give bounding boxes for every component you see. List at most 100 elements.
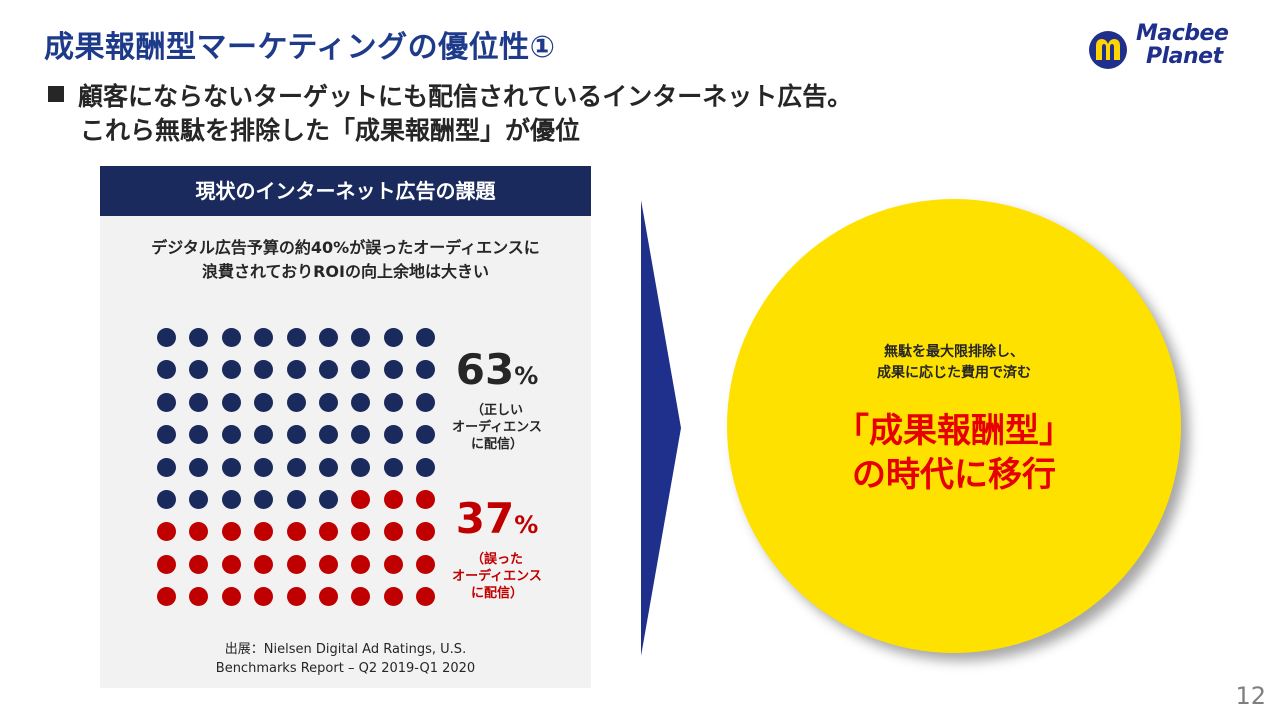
dot-correct-audience bbox=[351, 328, 371, 347]
panel-description-line-2: 浪費されておりROIの向上余地は大きい bbox=[202, 262, 489, 281]
dot-correct-audience bbox=[189, 360, 209, 380]
circle-subtext-line-1: 無駄を最大限排除し、 bbox=[884, 344, 1024, 360]
dot-wrong-audience bbox=[157, 587, 176, 607]
company-logo: Macbee Planet bbox=[1088, 22, 1258, 74]
stat-wrong-value-row: 37% bbox=[434, 497, 560, 547]
dot-wrong-audience bbox=[286, 587, 306, 607]
dot-correct-audience bbox=[286, 392, 306, 412]
dot-wrong-audience bbox=[351, 587, 371, 607]
circle-headline-line-2: の時代に移行 bbox=[852, 455, 1056, 495]
dot-wrong-audience bbox=[254, 554, 274, 574]
stat-correct-label-3: に配信） bbox=[470, 437, 523, 452]
dot-wrong-audience bbox=[254, 587, 274, 607]
dot-correct-audience bbox=[254, 425, 274, 445]
dot-correct-audience bbox=[286, 490, 306, 509]
dot-correct-audience bbox=[157, 328, 176, 347]
dot-correct-audience bbox=[157, 490, 176, 509]
dot-wrong-audience bbox=[416, 490, 436, 509]
dot-correct-audience bbox=[286, 360, 306, 380]
logo-line-1: Macbee bbox=[1136, 21, 1229, 46]
dot-correct-audience bbox=[189, 490, 209, 509]
dot-correct-audience bbox=[221, 457, 241, 477]
dot-correct-audience bbox=[383, 328, 403, 347]
stat-wrong-value: 37 bbox=[455, 494, 515, 543]
square-bullet-icon bbox=[48, 86, 64, 102]
dot-correct-audience bbox=[189, 457, 209, 477]
dot-correct-audience bbox=[351, 392, 371, 412]
dot-correct-audience bbox=[383, 360, 403, 380]
dot-correct-audience bbox=[319, 425, 338, 445]
dot-correct-audience bbox=[416, 360, 436, 380]
dot-correct-audience bbox=[221, 425, 241, 445]
dot-correct-audience bbox=[157, 457, 176, 477]
source-line-2: Benchmarks Report – Q2 2019-Q1 2020 bbox=[215, 661, 476, 676]
logo-wordmark: Macbee Planet bbox=[1136, 21, 1229, 69]
dot-correct-audience bbox=[286, 425, 306, 445]
dot-correct-audience bbox=[319, 360, 338, 380]
dot-correct-audience bbox=[416, 457, 436, 477]
stat-correct-unit: % bbox=[514, 362, 539, 390]
dot-wrong-audience bbox=[383, 522, 403, 542]
dot-correct-audience bbox=[351, 360, 371, 380]
dot-correct-audience bbox=[319, 457, 338, 477]
panel-description-line-1: デジタル広告予算の約40%が誤ったオーディエンスに bbox=[151, 238, 540, 257]
dot-wrong-audience bbox=[319, 522, 338, 542]
dot-wrong-audience bbox=[383, 554, 403, 574]
current-issues-panel: 現状のインターネット広告の課題 デジタル広告予算の約40%が誤ったオーディエンス… bbox=[100, 166, 591, 688]
logo-line-2: Planet bbox=[1146, 44, 1223, 69]
dot-wrong-audience bbox=[221, 587, 241, 607]
dot-wrong-audience bbox=[416, 522, 436, 542]
stat-wrong-audience: 37% （誤った オーディエンス に配信） bbox=[434, 497, 560, 602]
dot-correct-audience bbox=[189, 392, 209, 412]
circle-headline: 「成果報酬型」 の時代に移行 bbox=[727, 409, 1181, 497]
key-message-line-1: 顧客にならないターゲットにも配信されているインターネット広告。 bbox=[48, 80, 852, 114]
stat-correct-label: （正しい オーディエンス に配信） bbox=[434, 402, 560, 453]
key-message-line-2: これら無駄を排除した「成果報酬型」が優位 bbox=[80, 116, 581, 145]
dot-correct-audience bbox=[286, 457, 306, 477]
panel-header: 現状のインターネット広告の課題 bbox=[100, 166, 591, 216]
dot-wrong-audience bbox=[286, 554, 306, 574]
dot-correct-audience bbox=[319, 328, 338, 347]
dot-correct-audience bbox=[319, 490, 338, 509]
stat-wrong-label-1: （誤った bbox=[470, 552, 523, 567]
dot-correct-audience bbox=[286, 328, 306, 347]
page-number: 12 bbox=[1235, 682, 1266, 710]
dot-wrong-audience bbox=[319, 554, 338, 574]
dot-wrong-audience bbox=[351, 554, 371, 574]
dot-correct-audience bbox=[416, 425, 436, 445]
dot-wrong-audience bbox=[221, 522, 241, 542]
dot-correct-audience bbox=[157, 360, 176, 380]
dot-wrong-audience bbox=[286, 522, 306, 542]
source-citation: 出展：Nielsen Digital Ad Ratings, U.S. Benc… bbox=[100, 640, 591, 678]
dot-correct-audience bbox=[254, 392, 274, 412]
dot-correct-audience bbox=[254, 328, 274, 347]
dot-wrong-audience bbox=[221, 554, 241, 574]
dot-wrong-audience bbox=[383, 490, 403, 509]
circle-headline-line-1: 「成果報酬型」 bbox=[835, 411, 1073, 451]
dot-wrong-audience bbox=[351, 522, 371, 542]
dot-wrong-audience bbox=[416, 587, 436, 607]
dot-correct-audience bbox=[221, 328, 241, 347]
dot-wrong-audience bbox=[189, 554, 209, 574]
audience-dot-grid bbox=[157, 328, 437, 608]
dot-wrong-audience bbox=[189, 522, 209, 542]
dot-correct-audience bbox=[319, 392, 338, 412]
stat-correct-audience: 63% （正しい オーディエンス に配信） bbox=[434, 348, 560, 453]
stat-wrong-label-3: に配信） bbox=[470, 586, 523, 601]
dot-correct-audience bbox=[254, 490, 274, 509]
dot-wrong-audience bbox=[254, 522, 274, 542]
source-line-1: 出展：Nielsen Digital Ad Ratings, U.S. bbox=[224, 642, 467, 657]
stat-correct-label-2: オーディエンス bbox=[452, 420, 542, 435]
dot-correct-audience bbox=[383, 425, 403, 445]
dot-wrong-audience bbox=[416, 554, 436, 574]
dot-correct-audience bbox=[254, 360, 274, 380]
dot-correct-audience bbox=[383, 392, 403, 412]
right-chevron-arrow-icon bbox=[641, 200, 681, 656]
dot-correct-audience bbox=[351, 457, 371, 477]
dot-correct-audience bbox=[189, 328, 209, 347]
panel-description: デジタル広告予算の約40%が誤ったオーディエンスに 浪費されておりROIの向上余… bbox=[100, 236, 591, 284]
dot-correct-audience bbox=[157, 392, 176, 412]
dot-wrong-audience bbox=[157, 554, 176, 574]
stat-wrong-label: （誤った オーディエンス に配信） bbox=[434, 551, 560, 602]
dot-correct-audience bbox=[189, 425, 209, 445]
